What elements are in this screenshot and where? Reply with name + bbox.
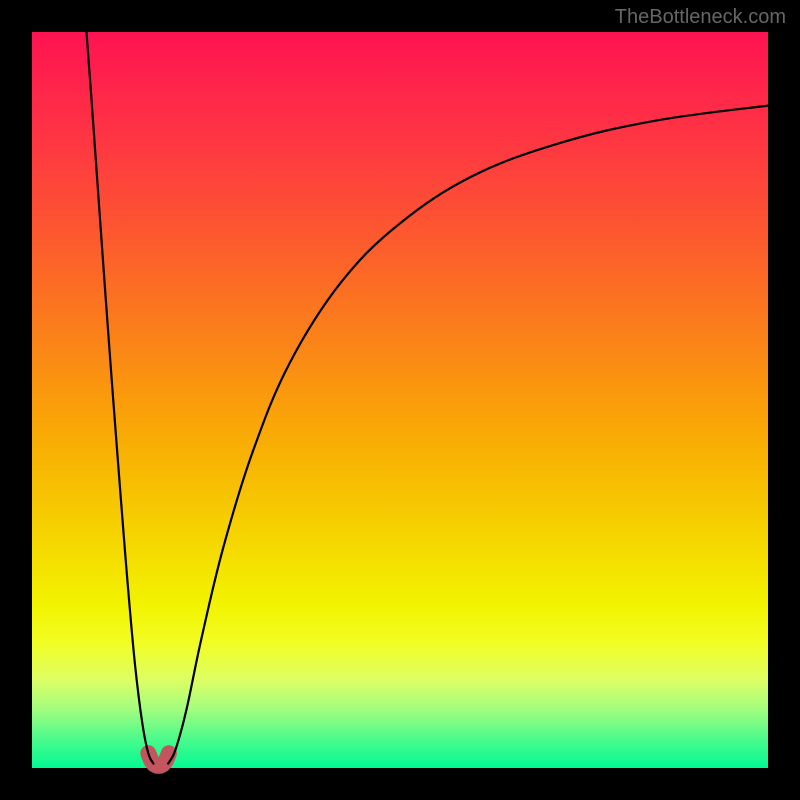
bottleneck-chart xyxy=(0,0,800,800)
watermark-text: TheBottleneck.com xyxy=(615,6,786,29)
chart-background xyxy=(32,32,768,768)
chart-container: TheBottleneck.com xyxy=(0,0,800,800)
